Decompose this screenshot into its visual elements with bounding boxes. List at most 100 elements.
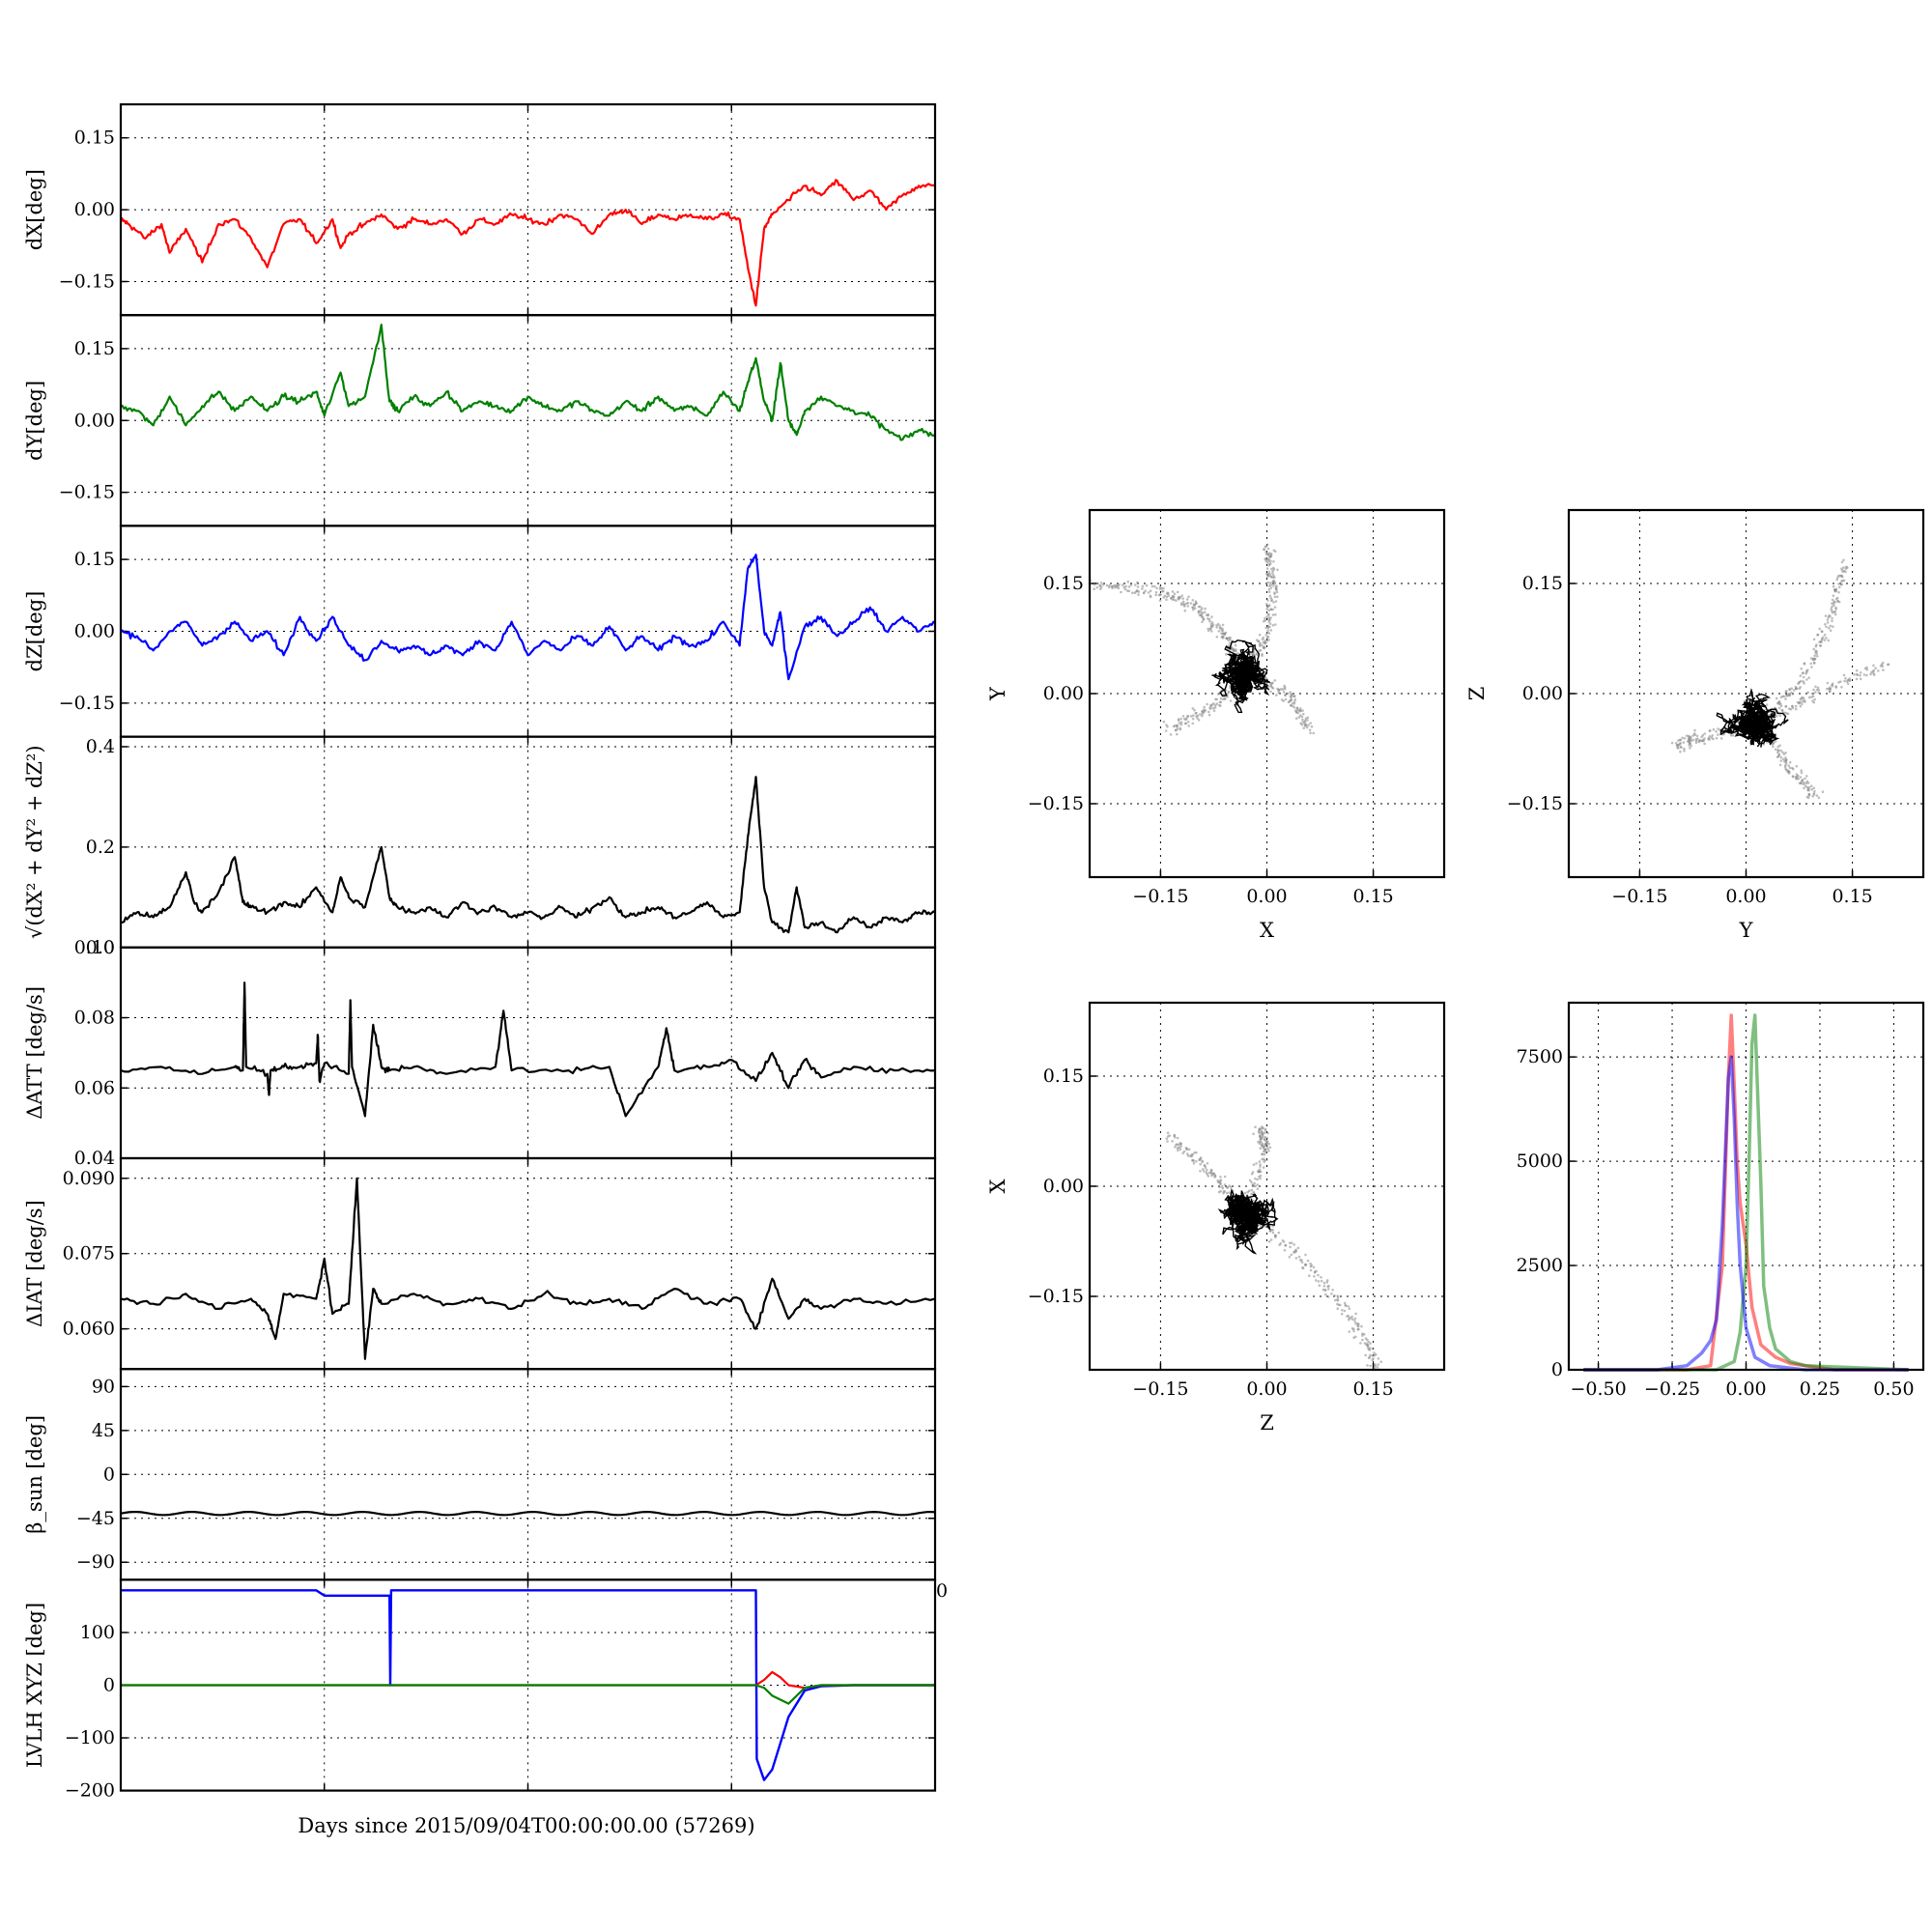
- scatter-point: [1187, 724, 1190, 727]
- scatter-point: [1195, 712, 1198, 715]
- scatter-point: [1265, 1140, 1269, 1144]
- series-line: [121, 1684, 935, 1705]
- scatter-point: [1200, 613, 1204, 616]
- scatter-point: [1333, 1298, 1337, 1302]
- scatter-point: [1192, 606, 1195, 610]
- timeseries-panel-3: −0.15 0.00 0.15 dZ[deg]: [23, 525, 937, 738]
- scatter-point: [1259, 641, 1262, 645]
- x-tick-label: −0.15: [1611, 886, 1667, 907]
- scatter-point: [1179, 727, 1182, 731]
- scatter-point: [1201, 611, 1205, 614]
- scatter-point: [1265, 567, 1269, 570]
- scatter-points: [1670, 558, 1890, 800]
- scatter-point: [1779, 704, 1783, 708]
- scatter-point: [1317, 1273, 1320, 1277]
- scatter-point: [1208, 713, 1211, 717]
- scatter-point: [1226, 696, 1229, 698]
- scatter-point: [1265, 636, 1269, 639]
- scatter-point: [1697, 740, 1701, 744]
- scatter-point: [1264, 1138, 1266, 1141]
- scatter-point: [1821, 790, 1825, 793]
- scatter-point: [1259, 1137, 1263, 1141]
- scatter-point: [1272, 560, 1275, 563]
- scatter-point: [1783, 760, 1786, 763]
- scatter-point: [1176, 724, 1179, 727]
- scatter-point: [1201, 712, 1204, 716]
- y-axis-label: β_sun [deg]: [23, 1415, 46, 1534]
- scatter-point: [1154, 590, 1158, 594]
- scatter-point: [1701, 733, 1705, 737]
- scatter-point: [1134, 583, 1137, 586]
- scatter-point: [1794, 707, 1798, 711]
- scatter-point: [1257, 639, 1260, 643]
- scatter-point: [1273, 582, 1276, 585]
- scatter-point: [1255, 1162, 1258, 1165]
- scatter-point: [1807, 676, 1810, 679]
- scatter-point: [1169, 733, 1173, 736]
- scatter-point: [1312, 731, 1315, 735]
- scatter-point: [1320, 1279, 1323, 1283]
- scatter-point: [1815, 643, 1818, 646]
- scatter-point: [1158, 593, 1162, 596]
- y-tick-label: 0.00: [74, 410, 115, 431]
- scatter-point: [1273, 679, 1277, 682]
- scatter-point: [1207, 627, 1209, 631]
- scatter-point: [1261, 1125, 1264, 1128]
- scatter-points: [1165, 1125, 1386, 1370]
- scatter-point: [1269, 586, 1273, 589]
- scatter-point: [1223, 1175, 1227, 1179]
- scatter-point: [1835, 596, 1839, 600]
- scatter-point: [1215, 697, 1218, 701]
- scatter-point: [1779, 759, 1783, 762]
- y-tick-label: 0.15: [1043, 1065, 1084, 1087]
- histogram-panel: −0.50 −0.25 0.00 0.25 0.50 0 2500 5000 7500: [1517, 1001, 1925, 1400]
- scatter-point: [1825, 625, 1828, 629]
- x-tick-label: −0.25: [1644, 1378, 1700, 1400]
- scatter-point: [1270, 567, 1273, 571]
- y-tick-label: 0.15: [1522, 573, 1563, 594]
- scatter-point: [1219, 1176, 1222, 1179]
- scatter-point: [1133, 591, 1136, 595]
- scatter-point: [1842, 673, 1846, 677]
- scatter-point: [1813, 657, 1817, 661]
- scatter-point: [1784, 705, 1788, 708]
- y-tick-label: 0.15: [1043, 573, 1084, 594]
- scatter-point: [1343, 1301, 1347, 1305]
- scatter-point: [1179, 717, 1182, 721]
- scatter-point: [1227, 644, 1230, 647]
- scatter-point: [1268, 555, 1271, 559]
- scatter-point: [1267, 570, 1271, 574]
- y-tick-label: 0.00: [74, 199, 115, 220]
- scatter-point: [1208, 706, 1211, 709]
- scatter-point: [1305, 725, 1309, 729]
- scatter-point: [1790, 687, 1794, 690]
- scatter-point: [1812, 793, 1816, 796]
- scatter-point: [1093, 582, 1096, 586]
- panel-frame: [1088, 508, 1446, 879]
- scatter-point: [1371, 1348, 1375, 1350]
- y-tick-label: 0.060: [63, 1319, 115, 1340]
- scatter-point: [1286, 692, 1290, 696]
- scatter-point: [1095, 585, 1098, 589]
- scatter-point: [1374, 1364, 1377, 1368]
- scatter-point: [1844, 570, 1847, 574]
- scatter-point: [1154, 593, 1158, 597]
- x-tick-label: 0.00: [1725, 886, 1766, 907]
- scatter-point: [1348, 1307, 1351, 1311]
- scatter-point: [1812, 647, 1815, 651]
- scatter-point: [1222, 697, 1225, 701]
- scatter-point: [1881, 665, 1885, 668]
- scatter-point: [1840, 567, 1843, 570]
- scatter-point: [1147, 591, 1151, 594]
- scatter-point: [1687, 734, 1690, 738]
- scatter-point: [1221, 635, 1225, 639]
- scatter-point: [1325, 1281, 1329, 1284]
- scatter-point: [1195, 1151, 1198, 1154]
- scatter-point: [1833, 604, 1835, 608]
- scatter-point: [1307, 724, 1310, 726]
- scatter-point: [1227, 691, 1231, 694]
- scatter-point: [1347, 1314, 1350, 1318]
- scatter-point: [1266, 1147, 1269, 1151]
- y-axis-label: dY[deg]: [23, 381, 46, 461]
